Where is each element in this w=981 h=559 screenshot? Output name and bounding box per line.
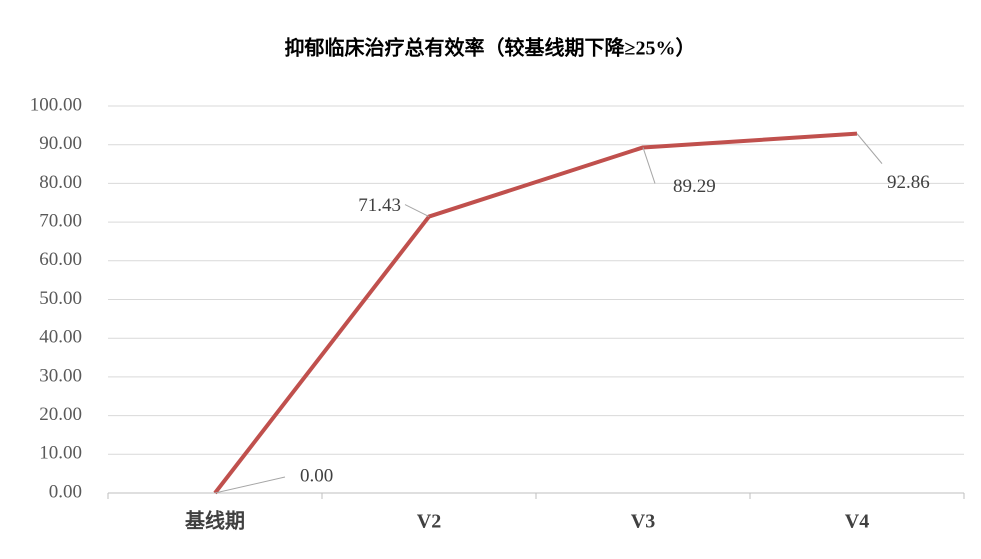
value-label: 71.43 — [358, 195, 401, 216]
y-tick-label: 80.00 — [39, 172, 82, 193]
label-leader — [404, 204, 430, 218]
y-tick-label: 40.00 — [39, 327, 82, 348]
y-tick-label: 50.00 — [39, 288, 82, 309]
y-tick-label: 30.00 — [39, 365, 82, 386]
value-label: 89.29 — [673, 176, 716, 197]
y-tick-label: 20.00 — [39, 404, 82, 425]
y-tick-label: 90.00 — [39, 133, 82, 154]
line-series — [213, 131, 858, 495]
x-tick-label: 基线期 — [185, 509, 245, 533]
value-label: 0.00 — [300, 465, 333, 486]
y-tick-label: 0.00 — [49, 481, 82, 502]
y-tick-label: 70.00 — [39, 210, 82, 231]
value-label: 92.86 — [887, 172, 930, 193]
x-tick-label: V2 — [417, 511, 441, 533]
y-tick-label: 60.00 — [39, 249, 82, 270]
label-leader — [856, 133, 883, 164]
x-tick-label: V4 — [845, 511, 869, 533]
label-leader — [214, 476, 286, 494]
label-leader — [642, 147, 656, 184]
y-tick-label: 10.00 — [39, 443, 82, 464]
y-tick-label: 100.00 — [30, 94, 82, 115]
x-tick-label: V3 — [631, 511, 655, 533]
chart-title: 抑郁临床治疗总有效率（较基线期下降≥25%） — [285, 36, 696, 60]
